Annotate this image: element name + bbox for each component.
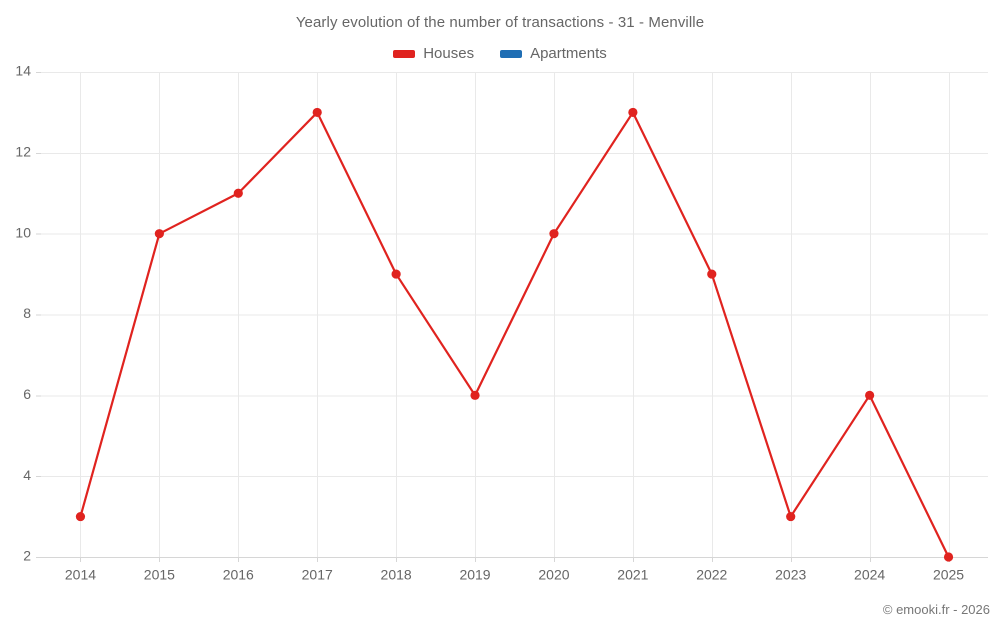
gridlines <box>41 72 988 557</box>
legend-label-apartments: Apartments <box>530 45 607 62</box>
x-axis-tick-label: 2021 <box>617 566 648 582</box>
y-axis-tick-label: 12 <box>15 144 31 160</box>
data-series <box>79 111 950 559</box>
data-point-marker[interactable] <box>628 107 638 118</box>
legend-item-apartments[interactable]: Apartments <box>500 45 607 62</box>
data-point-marker[interactable] <box>154 229 164 239</box>
x-axis-tick-label: 2024 <box>854 566 885 582</box>
footer-credit: © emooki.fr - 2026 <box>882 602 990 617</box>
data-point-marker[interactable] <box>786 511 796 522</box>
y-axis-tick-label: 4 <box>23 467 31 483</box>
x-axis-tick-label: 2016 <box>223 566 254 582</box>
data-point-marker[interactable] <box>470 390 480 400</box>
y-axis-tick-labels: 2 4 6 8 10 12 14 <box>15 63 31 564</box>
data-point-marker[interactable] <box>707 269 717 279</box>
y-axis-tick-label: 8 <box>23 305 31 321</box>
legend-label-houses: Houses <box>423 45 475 62</box>
x-axis-tick-label: 2017 <box>302 566 333 582</box>
y-axis-tick-label: 14 <box>15 63 31 79</box>
x-axis-tick-labels: 2014 2015 2016 2017 2018 2019 2020 2021 2022 2023… <box>65 566 964 582</box>
y-axis-tick-label: 10 <box>15 224 31 240</box>
data-point-marker[interactable] <box>312 107 322 118</box>
axis-lines <box>36 72 988 562</box>
x-axis-tick-label: 2022 <box>696 566 727 582</box>
legend-item-houses[interactable]: Houses <box>393 45 474 62</box>
x-axis-tick-label: 2020 <box>538 566 569 582</box>
x-axis-tick-label: 2023 <box>775 566 806 582</box>
x-axis-tick-label: 2014 <box>65 566 96 582</box>
data-point-marker[interactable] <box>943 552 954 562</box>
y-axis-tick-label: 2 <box>23 548 31 564</box>
chart-title: Yearly evolution of the number of transa… <box>295 14 705 31</box>
chart-legend: Houses Apartments <box>0 45 1000 62</box>
x-axis-tick-label: 2018 <box>381 566 412 582</box>
series-line-houses <box>79 111 950 559</box>
y-axis-tick-label: 6 <box>23 386 31 402</box>
x-axis-tick-label: 2019 <box>459 566 490 582</box>
legend-swatch-apartments-icon <box>500 49 523 58</box>
data-point-marker[interactable] <box>865 390 875 400</box>
data-point-marker[interactable] <box>391 269 401 279</box>
data-point-marker[interactable] <box>549 229 559 239</box>
x-axis-tick-label: 2015 <box>144 566 175 582</box>
data-point-marker[interactable] <box>233 188 243 198</box>
data-point-marker[interactable] <box>75 511 86 522</box>
x-axis-tick-label: 2025 <box>933 566 964 582</box>
data-point-markers <box>75 107 954 562</box>
legend-swatch-houses-icon <box>393 49 416 58</box>
